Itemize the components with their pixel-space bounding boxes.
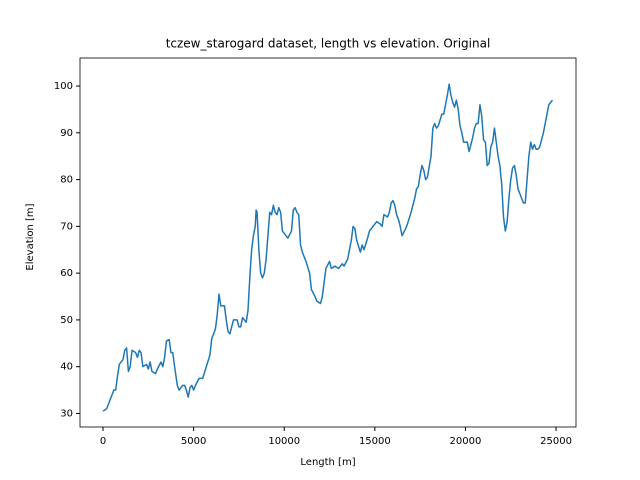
y-tick-label: 80: [60, 175, 73, 186]
data-line: [102, 83, 554, 412]
x-tick-label: 25000: [540, 436, 572, 447]
chart-title: tczew_starogard dataset, length vs eleva…: [166, 37, 491, 51]
y-axis-label: Elevation [m]: [25, 203, 36, 270]
y-tick-label: 50: [60, 315, 73, 326]
x-tick-label: 5000: [181, 436, 206, 447]
y-tick-label: 90: [60, 128, 73, 139]
plot-frame: [79, 57, 577, 428]
x-tick-label: 0: [100, 436, 106, 447]
x-tick-label: 10000: [268, 436, 300, 447]
x-axis-label: Length [m]: [300, 457, 355, 468]
y-tick-label: 40: [60, 362, 73, 373]
y-tick-label: 30: [60, 408, 73, 419]
y-tick-label: 70: [60, 221, 73, 232]
x-tick-label: 15000: [359, 436, 391, 447]
y-tick-label: 100: [54, 81, 73, 92]
x-tick-label: 20000: [450, 436, 482, 447]
y-tick-label: 60: [60, 268, 73, 279]
